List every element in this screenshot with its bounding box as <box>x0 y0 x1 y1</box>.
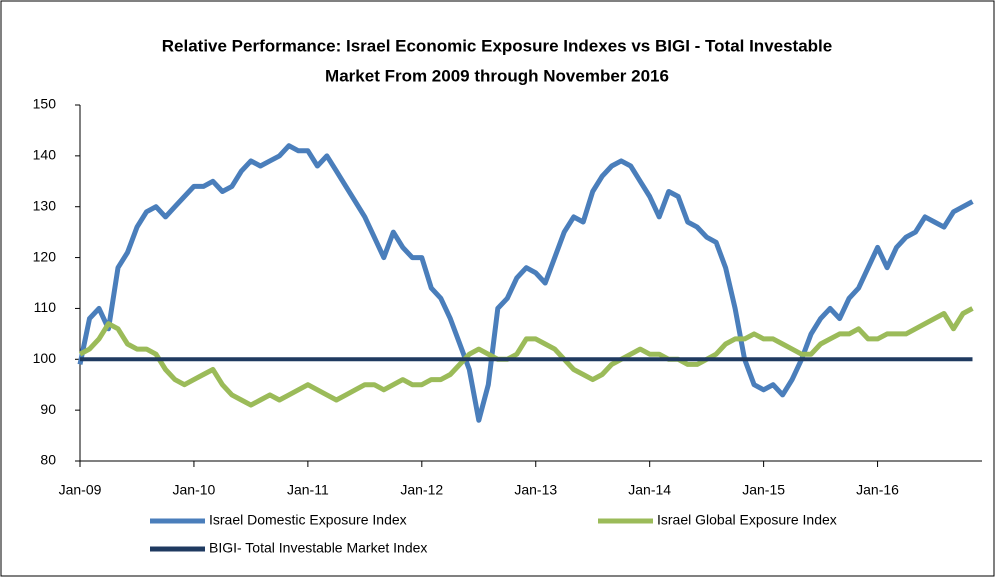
x-tick-label: Jan-11 <box>287 482 329 498</box>
chart-title: Market From 2009 through November 2016 <box>325 66 669 85</box>
legend-label: Israel Global Exposure Index <box>657 512 837 528</box>
x-tick-label: Jan-10 <box>173 482 216 498</box>
y-tick-label: 130 <box>33 197 57 213</box>
x-tick-label: Jan-13 <box>514 482 557 498</box>
x-tick-label: Jan-15 <box>742 482 785 498</box>
x-tick-label: Jan-12 <box>400 482 443 498</box>
series-line <box>77 143 974 423</box>
legend-label: Israel Domestic Exposure Index <box>209 512 407 528</box>
x-tick-label: Jan-09 <box>59 482 102 498</box>
legend-label: BIGI- Total Investable Market Index <box>209 540 427 556</box>
chart-title: Relative Performance: Israel Economic Ex… <box>162 36 833 55</box>
x-tick-label: Jan-16 <box>856 482 899 498</box>
y-tick-label: 120 <box>33 248 57 264</box>
y-tick-label: 140 <box>33 147 57 163</box>
y-tick-label: 90 <box>40 401 56 417</box>
y-tick-label: 110 <box>34 299 57 315</box>
x-tick-label: Jan-14 <box>628 482 671 498</box>
y-tick-label: 150 <box>33 96 57 112</box>
y-tick-label: 100 <box>33 350 57 366</box>
y-tick-label: 80 <box>40 452 56 468</box>
series-line <box>78 306 974 408</box>
